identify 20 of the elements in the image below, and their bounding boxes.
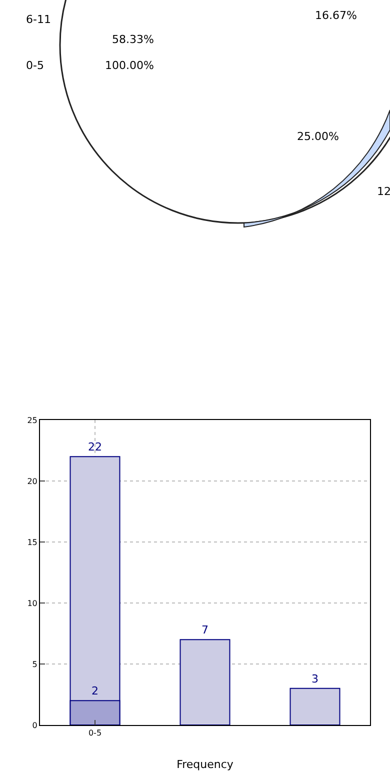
data-label: 3 bbox=[312, 672, 318, 686]
data-label: 7 bbox=[202, 624, 208, 637]
y-tick-label: 0 bbox=[32, 720, 38, 730]
text: 0-5 bbox=[26, 59, 44, 72]
y-tick-label: 10 bbox=[27, 598, 38, 608]
y-tick-label: 20 bbox=[27, 476, 38, 486]
text: 100.00% bbox=[105, 59, 154, 72]
y-tick-label: 15 bbox=[27, 538, 38, 547]
y-tick-label: 5 bbox=[32, 660, 38, 669]
text: 25.00% bbox=[297, 130, 339, 143]
text: 58.33% bbox=[112, 33, 154, 46]
text: 12 bbox=[377, 185, 390, 198]
text: 16.67% bbox=[315, 9, 357, 22]
bar bbox=[180, 639, 230, 725]
data-label: 22 bbox=[88, 440, 102, 454]
y-tick-label: 25 bbox=[27, 416, 38, 425]
data-label: 2 bbox=[92, 684, 98, 698]
x-axis-title: Frequency bbox=[176, 758, 234, 771]
text: 6-11 bbox=[26, 13, 51, 26]
bar bbox=[290, 688, 340, 725]
